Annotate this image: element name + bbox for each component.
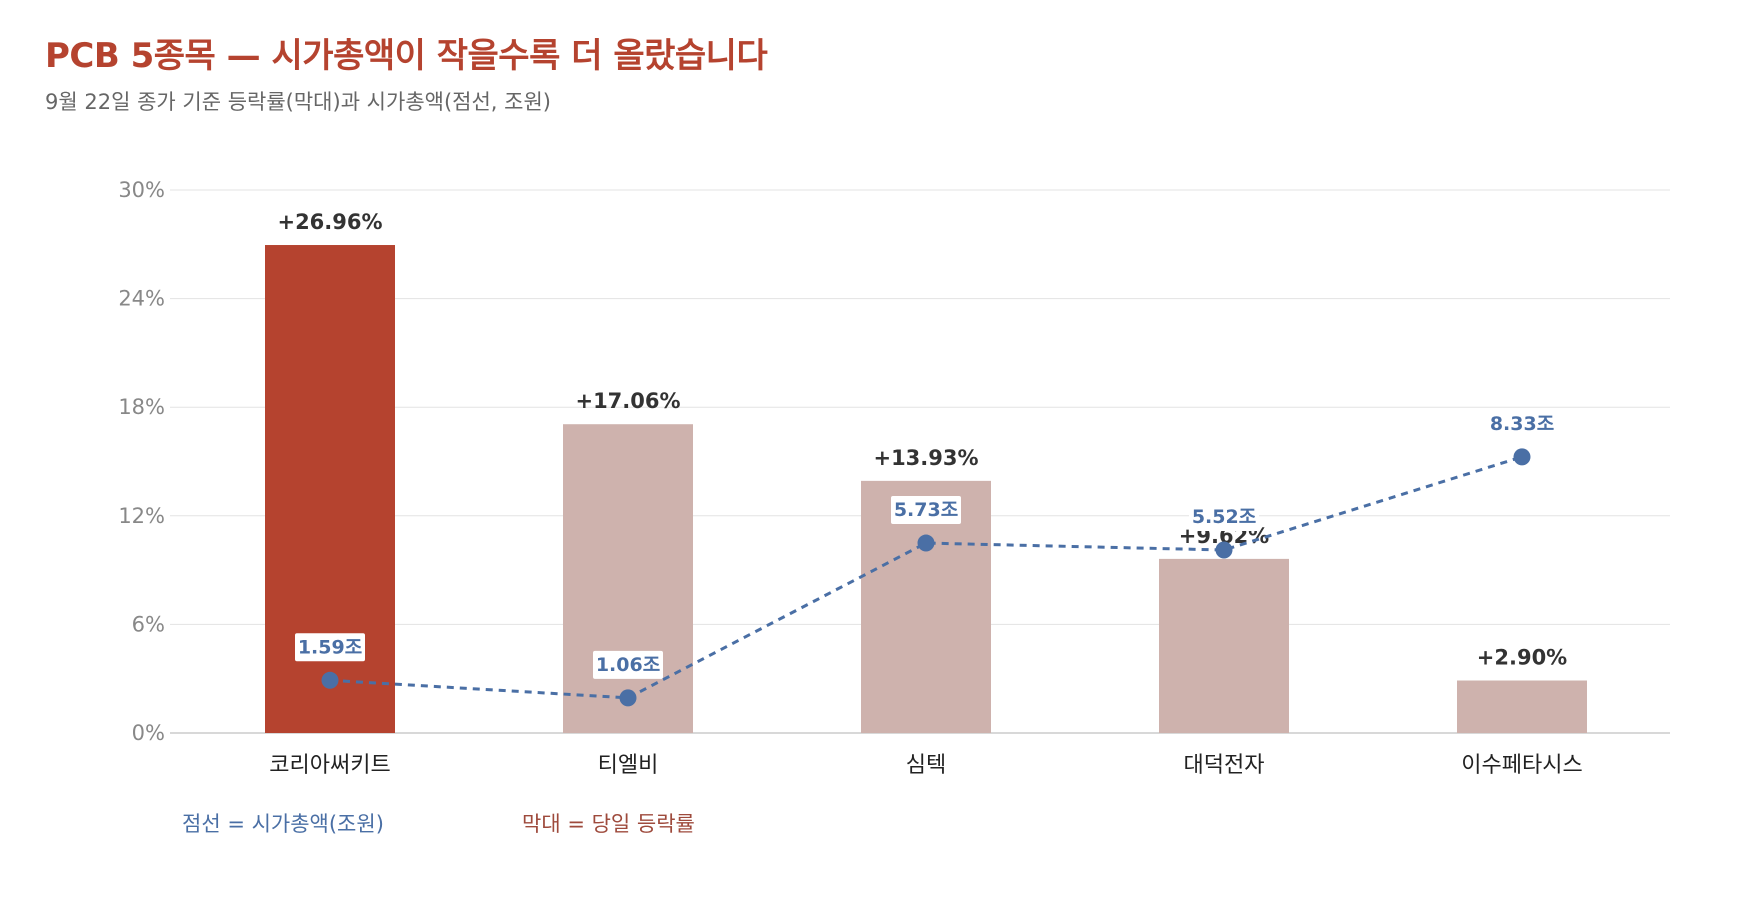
legend-bar-label: 막대 = 당일 등락률 xyxy=(522,812,695,836)
market-cap-point xyxy=(917,534,935,552)
market-cap-label: 1.59조 xyxy=(298,636,362,658)
market-cap-label-bg xyxy=(891,496,961,525)
market-cap-label-bg xyxy=(1189,503,1259,532)
y-tick-label: 30% xyxy=(118,178,165,202)
y-tick-label: 6% xyxy=(132,612,165,636)
market-cap-label-bg xyxy=(295,633,365,662)
y-tick-label: 12% xyxy=(118,504,165,528)
market-cap-label-bg xyxy=(1487,409,1557,438)
market-cap-label: 5.73조 xyxy=(894,499,958,521)
bar-value-label: +2.90% xyxy=(1477,646,1567,670)
market-cap-label: 5.52조 xyxy=(1192,506,1256,528)
bar xyxy=(1457,680,1587,733)
y-tick-label: 0% xyxy=(132,721,165,745)
bar xyxy=(1159,558,1289,733)
bar xyxy=(563,424,693,733)
y-tick-label: 18% xyxy=(118,395,165,419)
x-category-label: 대덕전자 xyxy=(1184,753,1265,778)
market-cap-point xyxy=(1215,541,1233,559)
x-category-label: 이수페타시스 xyxy=(1461,753,1582,778)
market-cap-point xyxy=(1513,448,1531,466)
chart-subtitle: 9월 22일 종가 기준 등락률(막대)과 시가총액(점선, 조원) xyxy=(45,90,551,114)
y-tick-label: 24% xyxy=(118,287,165,311)
market-cap-point xyxy=(321,671,339,689)
x-category-label: 코리아써키트 xyxy=(269,753,390,778)
market-cap-point xyxy=(619,689,637,707)
legend-line-label: 점선 = 시가총액(조원) xyxy=(182,812,384,836)
bar-value-label: +17.06% xyxy=(575,389,680,413)
market-cap-label-bg xyxy=(593,650,663,679)
market-cap-line xyxy=(329,455,1523,700)
market-cap-label: 1.06조 xyxy=(596,654,660,676)
x-category-label: 심텍 xyxy=(906,753,946,778)
market-cap-label: 8.33조 xyxy=(1490,413,1554,435)
bar-value-label: +26.96% xyxy=(277,210,382,234)
bar-value-label: +13.93% xyxy=(873,446,978,470)
x-category-label: 티엘비 xyxy=(598,753,659,778)
chart-title: PCB 5종목 — 시가총액이 작을수록 더 올랐습니다 xyxy=(45,36,768,76)
